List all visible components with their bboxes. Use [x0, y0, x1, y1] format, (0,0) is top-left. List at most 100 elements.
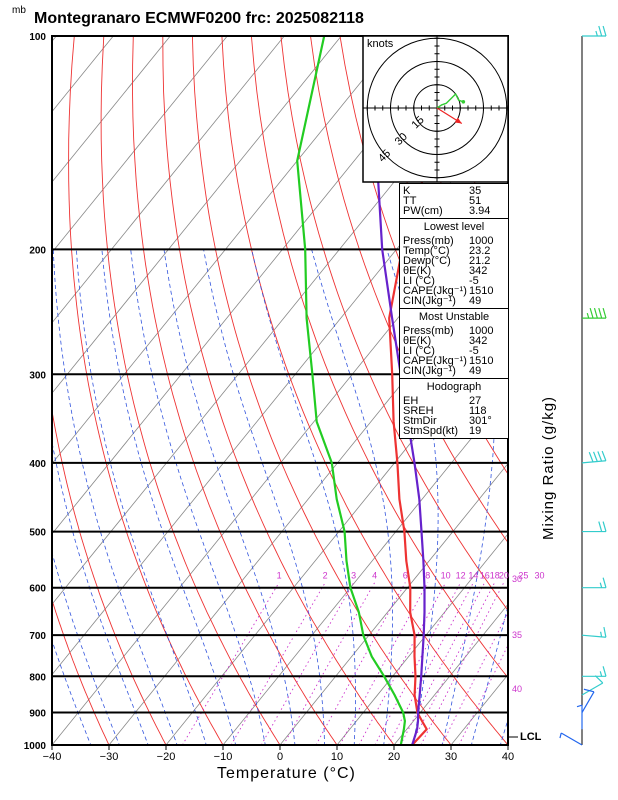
wind-barb — [582, 521, 607, 533]
pressure-tick-label: 200 — [29, 245, 46, 256]
lowest-level-value: 49 — [469, 295, 482, 307]
hodograph-param-row: EH 27 — [400, 395, 508, 407]
lowest-level-value: 1000 — [469, 235, 494, 247]
lowest-level-value: 23.2 — [469, 245, 491, 257]
most-unstable-row: CIN(Jkg⁻¹) 49 — [400, 365, 508, 377]
lowest-level-label: θE(K) — [403, 265, 432, 277]
parcel-path-line — [375, 36, 426, 746]
temperature-profile-line — [388, 36, 485, 746]
dry-adiabat-line — [100, 36, 282, 746]
mixing-ratio-line — [458, 644, 508, 746]
isotherm-line — [507, 744, 508, 745]
lowest-level-block: Press(mb) 1000 Temp(°C) 23.2 Dewp(°C) 21.2 θE(… — [400, 234, 508, 308]
moist-adiabat-line — [101, 249, 237, 746]
moist-adiabat-line — [52, 440, 149, 746]
hodograph-trace — [436, 92, 464, 109]
dry-adiabat-line — [52, 598, 110, 746]
mixing-ratio-line — [230, 582, 326, 746]
x-tick-label: 20 — [388, 751, 400, 763]
x-tick-label: −30 — [100, 751, 119, 763]
most-unstable-value: -5 — [469, 345, 479, 357]
dry-adiabat-line — [280, 36, 508, 612]
x-tick-label: 0 — [277, 751, 283, 763]
mixing-ratio-label: 16 — [480, 571, 490, 581]
most-unstable-value: 1510 — [469, 355, 494, 367]
hodograph-param-value: 27 — [469, 395, 482, 407]
isotherm-line — [565, 36, 618, 745]
dry-adiabat-line — [606, 36, 618, 760]
wind-barb — [582, 577, 607, 589]
right-side-label: 40 — [512, 684, 522, 694]
lowest-level-label: LI (°C) — [403, 275, 435, 287]
dry-adiabat-line — [191, 36, 453, 746]
isotherm-line — [393, 603, 508, 746]
mixing-ratio-label: 25 — [518, 571, 528, 581]
isotherm-line — [108, 251, 508, 746]
lowest-level-value: 1510 — [469, 285, 494, 297]
dewpoint-profile-line — [296, 36, 406, 746]
index-value: 3.94 — [469, 205, 491, 217]
lowest-level-label: CIN(Jkg⁻¹) — [403, 295, 456, 307]
pressure-tick-label: 300 — [29, 370, 46, 381]
lowest-level-row: Press(mb) 1000 — [400, 235, 508, 247]
lowest-level-label: Dewp(°C) — [403, 255, 451, 267]
index-value: 51 — [469, 195, 482, 207]
dry-adiabat-line — [221, 36, 508, 746]
moist-adiabat-line — [311, 249, 393, 746]
isotherm-line — [52, 181, 508, 746]
most-unstable-label: CAPE(Jkg⁻¹) — [403, 355, 467, 367]
wind-barb — [581, 626, 607, 638]
moist-adiabat-line — [52, 249, 178, 746]
isotherm-line — [222, 392, 508, 746]
most-unstable-row: CAPE(Jkg⁻¹) 1510 — [400, 355, 508, 367]
pressure-tick-label: 400 — [29, 459, 46, 470]
mixing-ratio-label: 4 — [372, 571, 377, 581]
mixing-ratio-label: 8 — [425, 571, 430, 581]
hodograph-param-label: SREH — [403, 405, 434, 417]
isotherm-line — [279, 462, 508, 746]
moist-adiabat-line — [163, 249, 296, 746]
most-unstable-row: Press(mb) 1000 — [400, 326, 508, 337]
lowest-level-row: CIN(Jkg⁻¹) 49 — [400, 295, 508, 307]
most-unstable-label: CIN(Jkg⁻¹) — [403, 365, 456, 377]
moist-adiabat-line — [130, 249, 266, 746]
mixing-ratio-line — [182, 582, 280, 746]
index-row: K 35 — [400, 186, 508, 197]
most-unstable-value: 49 — [469, 365, 482, 377]
lowest-level-label: Press(mb) — [403, 235, 454, 247]
lowest-level-value: -5 — [469, 275, 479, 287]
hodograph-params-header: Hodograph — [400, 378, 508, 394]
moist-adiabat-line — [52, 551, 121, 746]
isotherm-line — [52, 36, 285, 324]
hodograph-param-label: StmSpd(kt) — [403, 425, 459, 437]
most-unstable-value: 342 — [469, 335, 488, 347]
mixing-ratio-line — [260, 582, 355, 746]
pressure-tick-label: 500 — [29, 528, 46, 539]
mixing-ratio-line — [374, 582, 461, 746]
indices-top-block: K 35 TT 51 PW(cm) 3.94 — [400, 184, 508, 218]
hodograph-unit-label: knots — [367, 38, 394, 50]
mixing-ratio-line — [388, 582, 474, 746]
dry-adiabat-line — [68, 36, 225, 746]
wind-barb — [582, 307, 607, 319]
wind-barb — [559, 732, 583, 746]
right-axis-label: Mixing Ratio (g/kg) — [540, 395, 557, 540]
page-title: Montegranaro ECMWF0200 frc: 2025082118 — [34, 10, 364, 27]
hodograph-param-row: StmSpd(kt) 19 — [400, 425, 508, 437]
lowest-level-label: CAPE(Jkg⁻¹) — [403, 285, 467, 297]
index-row: PW(cm) 3.94 — [400, 205, 508, 217]
wind-barb — [581, 688, 595, 713]
hodograph-params-block: EH 27 SREH 118 StmDir 301° StmSpd(kt) 19 — [400, 394, 508, 438]
pressure-tick-label: 100 — [29, 32, 46, 43]
hodograph-trace-end — [461, 100, 466, 104]
dry-adiabat-line — [517, 36, 618, 760]
mixing-ratio-label: 10 — [441, 571, 451, 581]
lowest-level-value: 21.2 — [469, 255, 491, 267]
x-tick-label: 10 — [331, 751, 343, 763]
mixing-ratio-label: 1 — [277, 571, 282, 581]
most-unstable-header: Most Unstable — [400, 308, 508, 324]
pressure-tick-label: 1000 — [24, 741, 47, 752]
lowest-level-label: Temp(°C) — [403, 245, 450, 257]
lcl-label: LCL — [520, 731, 542, 743]
isotherm-line — [52, 36, 399, 465]
